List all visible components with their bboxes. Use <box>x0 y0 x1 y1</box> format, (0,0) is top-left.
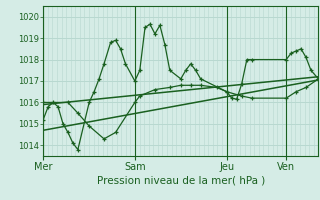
X-axis label: Pression niveau de la mer( hPa ): Pression niveau de la mer( hPa ) <box>97 176 265 186</box>
